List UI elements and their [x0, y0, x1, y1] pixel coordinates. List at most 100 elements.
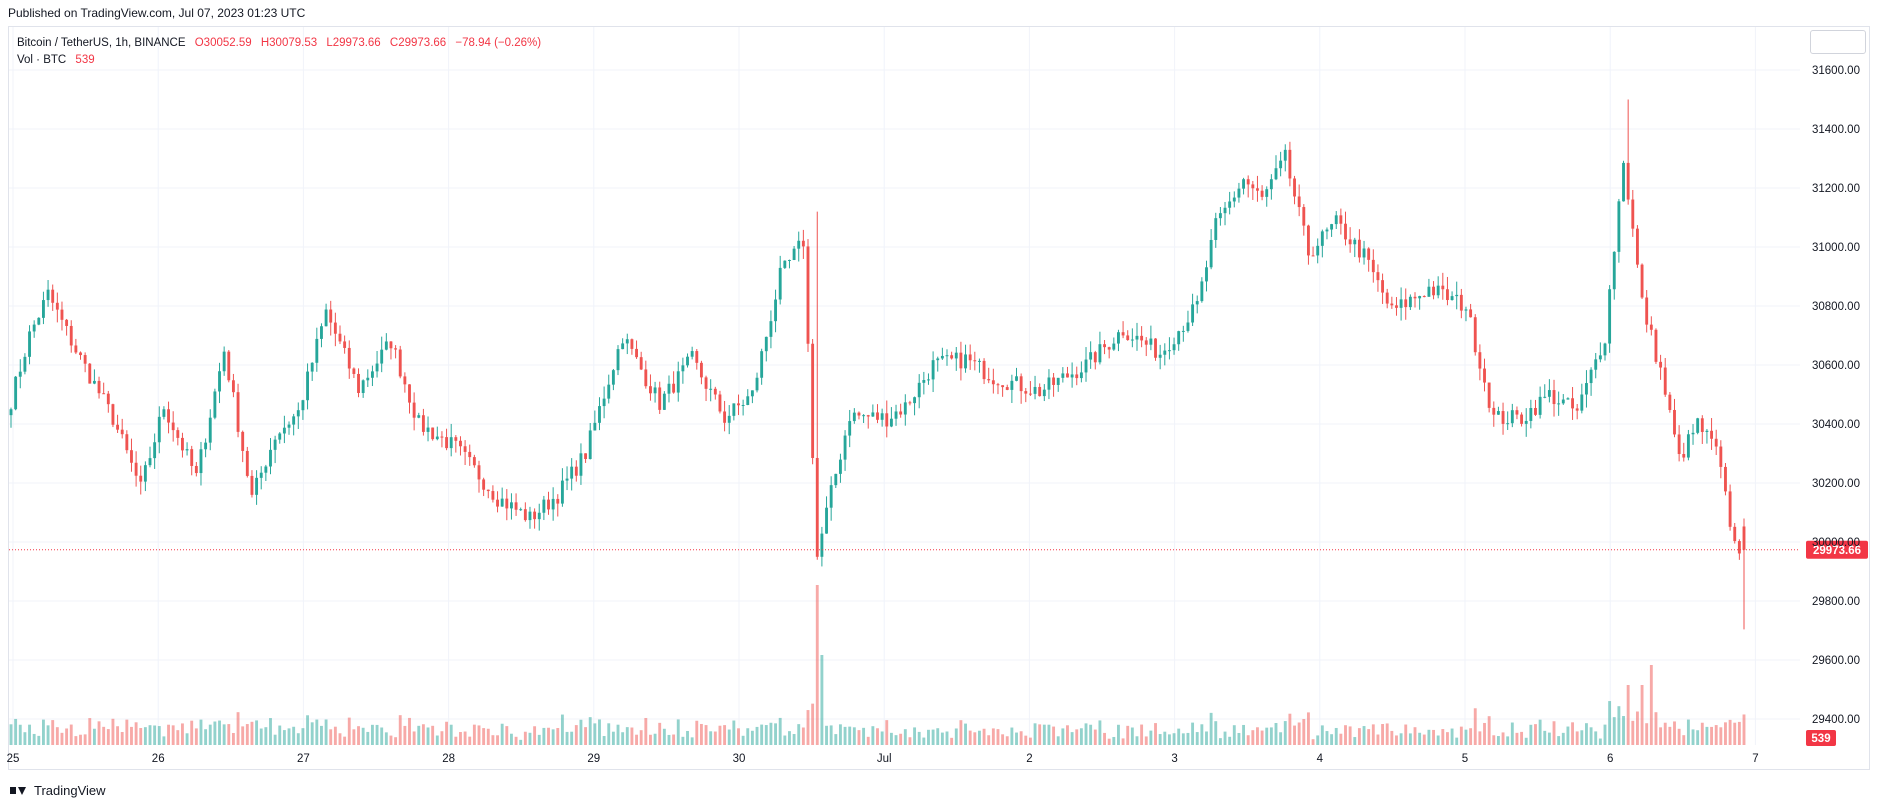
candle-body	[1093, 352, 1097, 363]
candle-body	[996, 384, 1000, 386]
volume-bar	[514, 736, 518, 745]
candle-body	[366, 377, 370, 381]
candle-body	[162, 409, 166, 417]
volume-label[interactable]: Vol · BTC	[17, 54, 67, 66]
volume-bar	[1436, 735, 1440, 745]
candle-body	[1191, 304, 1195, 323]
volume-bar	[1696, 730, 1700, 745]
volume-bar	[639, 730, 643, 745]
tradingview-brand[interactable]: TradingView	[10, 783, 106, 798]
candle-body	[65, 319, 69, 326]
volume-bar	[176, 730, 180, 745]
volume-bar	[667, 734, 671, 745]
candle-body	[1302, 207, 1306, 226]
volume-bar	[1714, 725, 1718, 745]
candle-body	[876, 412, 879, 420]
volume-bar	[1181, 733, 1185, 745]
volume-bar	[866, 736, 870, 745]
volume-bar	[1205, 731, 1208, 745]
candle-body	[713, 388, 717, 395]
volume-bar	[1117, 724, 1120, 745]
volume-bar	[574, 725, 578, 745]
volume-bar	[384, 732, 388, 745]
volume-bar	[1297, 722, 1301, 745]
volume-bar	[1496, 736, 1500, 745]
candle-body	[510, 502, 513, 509]
volume-bar	[1186, 732, 1190, 745]
volume-bar	[584, 727, 588, 745]
candle-body	[496, 499, 499, 507]
volume-bar	[533, 726, 537, 745]
volume-bar	[1506, 736, 1510, 745]
volume-bar	[190, 720, 194, 745]
candle-body	[55, 302, 59, 310]
candle-body	[1464, 309, 1468, 311]
candle-body	[1487, 382, 1491, 408]
candle-body	[1223, 207, 1227, 214]
volume-bar	[825, 725, 828, 745]
candle-body	[111, 404, 115, 425]
price-tick-label: 30800.00	[1812, 301, 1860, 313]
volume-bar	[1144, 736, 1148, 745]
candle-body	[1432, 286, 1435, 296]
candle-body	[1246, 179, 1250, 185]
volume-bar	[672, 734, 676, 745]
candle-body	[1075, 374, 1079, 379]
candle-body	[421, 415, 425, 432]
volume-bar	[296, 733, 300, 745]
candle-body	[1413, 296, 1417, 299]
volume-bar	[264, 727, 268, 745]
grid-lines	[9, 27, 1800, 745]
candle-body	[1635, 228, 1639, 265]
candle-body	[1598, 355, 1602, 360]
volume-bar	[940, 732, 944, 745]
volume-bar	[829, 725, 833, 745]
candle-body	[1427, 286, 1431, 297]
candle-body	[1121, 332, 1125, 336]
candle-body	[463, 446, 467, 452]
candle-body	[1042, 389, 1046, 397]
volume-bar	[1515, 732, 1519, 745]
candle-body	[1140, 335, 1144, 341]
volume-bar	[1330, 734, 1334, 745]
candle-body	[338, 333, 342, 342]
volume-bar	[1223, 731, 1227, 745]
candle-body	[236, 392, 240, 432]
candle-body	[750, 390, 754, 397]
volume-bar	[1367, 729, 1371, 745]
candle-body	[704, 377, 708, 389]
volume-bar	[426, 727, 430, 745]
volume-bar	[565, 731, 569, 745]
candle-body	[913, 397, 917, 404]
candle-body	[1640, 264, 1644, 298]
volume-bar	[1061, 728, 1065, 745]
candle-body	[871, 412, 875, 417]
candle-body	[1566, 398, 1570, 400]
candle-body	[435, 436, 439, 440]
candle-body	[1682, 454, 1686, 458]
volume-bar	[1552, 721, 1556, 745]
candle-body	[1371, 259, 1375, 273]
candle-body	[894, 411, 898, 419]
candle-body	[1529, 407, 1533, 421]
volume-bar	[560, 714, 564, 745]
scale-settings-button[interactable]	[1810, 30, 1866, 54]
candle-body	[681, 365, 685, 372]
volume-bar	[1399, 733, 1403, 745]
price-tick-label: 31400.00	[1812, 124, 1860, 136]
volume-bar	[922, 737, 926, 745]
candle-body	[1524, 420, 1528, 424]
volume-bar	[116, 726, 120, 745]
symbol-title[interactable]: Bitcoin / TetherUS, 1h, BINANCE	[17, 37, 186, 49]
candle-body	[616, 349, 620, 371]
candle-body	[755, 377, 759, 391]
candle-body	[551, 498, 555, 510]
candle-body	[1001, 385, 1005, 388]
volume-bar	[1306, 712, 1310, 745]
candle-body	[1455, 294, 1459, 297]
candle-body	[88, 363, 92, 384]
candle-body	[431, 427, 435, 440]
volume-bar	[1589, 727, 1593, 745]
candle-body	[1269, 179, 1273, 190]
